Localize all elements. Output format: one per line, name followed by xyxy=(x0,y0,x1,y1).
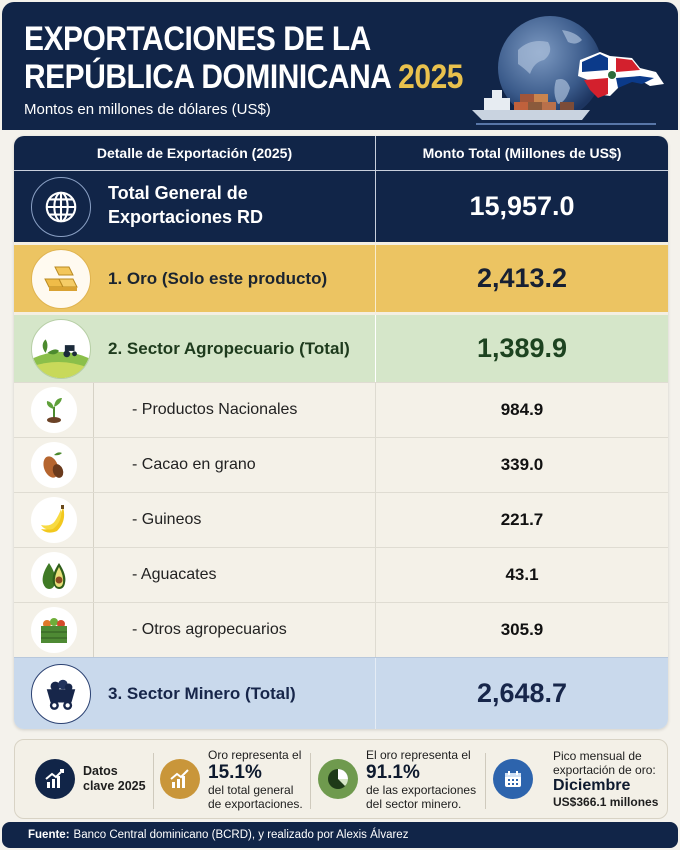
stat-pico-mensual: Pico mensual de exportación de oro: Dici… xyxy=(493,740,658,818)
stat-pico-mensual-month: Diciembre xyxy=(553,777,631,794)
table-row-otros-agropecuarios: - Otros agropecuarios 305.9 xyxy=(14,602,668,657)
title-line-2: REPÚBLICA DOMINICANA xyxy=(24,58,391,96)
table-row-total: Total General de Exportaciones RD 15,957… xyxy=(14,170,668,242)
table-row-agro: 2. Sector Agropecuario (Total) 1,389.9 xyxy=(14,312,668,382)
title-year: 2025 xyxy=(398,58,463,96)
source-footer: Fuente: Banco Central dominicano (BCRD),… xyxy=(2,822,678,848)
table-header-row: Detalle de Exportación (2025) Monto Tota… xyxy=(14,136,668,170)
globe-ship-flag-illustration xyxy=(472,16,664,125)
source-label: Fuente: xyxy=(28,829,70,841)
growth-chart-icon xyxy=(160,759,200,799)
stat-oro-total-value: 15.1% xyxy=(208,761,262,783)
productos-nacionales-value: 984.9 xyxy=(500,400,544,419)
stats-title: Datos clave 2025 xyxy=(35,740,146,818)
table-row-minero: 3. Sector Minero (Total) 2,648.7 xyxy=(14,657,668,729)
column-header-detail: Detalle de Exportación (2025) xyxy=(96,145,293,161)
oro-label: 1. Oro (Solo este producto) xyxy=(108,268,328,288)
avocado-icon xyxy=(30,552,77,598)
column-header-amount: Monto Total (Millones de US$) xyxy=(375,136,668,170)
calendar-icon xyxy=(493,759,533,799)
total-value: 15,957.0 xyxy=(469,191,575,221)
stat-oro-minero-value: 91.1% xyxy=(366,761,420,783)
cacao-value: 339.0 xyxy=(500,455,544,474)
banana-icon xyxy=(30,497,77,543)
table-row-aguacates: - Aguacates 43.1 xyxy=(14,547,668,602)
table-row-oro: 1. Oro (Solo este producto) 2,413.2 xyxy=(14,242,668,312)
stat-pico-mensual-amount: US$366.1 millones xyxy=(553,795,659,809)
table-row-cacao: - Cacao en grano 339.0 xyxy=(14,437,668,492)
guineos-value: 221.7 xyxy=(500,510,544,529)
guineos-label: - Guineos xyxy=(132,511,202,528)
mine-cart-icon xyxy=(31,663,91,724)
agro-value: 1,389.9 xyxy=(476,333,568,363)
aguacates-label: - Aguacates xyxy=(132,566,217,583)
productos-nacionales-label: - Productos Nacionales xyxy=(132,401,298,418)
key-stats-panel: Datos clave 2025 Oro representa el 15.1% … xyxy=(14,739,668,819)
dominican-flag-map-icon xyxy=(578,52,664,98)
bar-chart-icon xyxy=(35,759,75,799)
cacao-icon xyxy=(30,442,77,488)
exports-table: Detalle de Exportación (2025) Monto Tota… xyxy=(14,136,668,729)
minero-label: 3. Sector Minero (Total) xyxy=(108,683,296,703)
produce-crate-icon xyxy=(30,607,77,653)
otros-agropecuarios-label: - Otros agropecuarios xyxy=(132,621,287,638)
header-banner: EXPORTACIONES DE LA REPÚBLICA DOMINICANA… xyxy=(2,2,678,130)
cargo-ship-icon xyxy=(472,90,656,125)
otros-agropecuarios-value: 305.9 xyxy=(500,620,544,639)
source-text: Banco Central dominicano (BCRD), y reali… xyxy=(73,829,409,841)
pie-chart-icon xyxy=(318,759,358,799)
oro-value: 2,413.2 xyxy=(476,263,568,293)
aguacates-value: 43.1 xyxy=(505,565,539,584)
total-label: Total General de Exportaciones RD xyxy=(108,183,264,227)
page-subtitle: Montos en millones de dólares (US$) xyxy=(24,101,271,118)
globe-icon xyxy=(31,176,91,237)
page-title: EXPORTACIONES DE LA REPÚBLICA DOMINICANA… xyxy=(24,20,463,96)
stat-oro-total: Oro representa el 15.1% del total genera… xyxy=(160,740,303,818)
gold-bars-icon xyxy=(31,248,91,309)
table-row-productos-nacionales: - Productos Nacionales 984.9 xyxy=(14,382,668,437)
sprout-icon xyxy=(30,387,77,433)
agro-label: 2. Sector Agropecuario (Total) xyxy=(108,338,350,358)
minero-value: 2,648.7 xyxy=(476,678,568,708)
title-line-1: EXPORTACIONES DE LA xyxy=(24,20,371,58)
farm-tractor-icon xyxy=(31,318,91,379)
stat-oro-minero: El oro representa el 91.1% de las export… xyxy=(318,740,476,818)
cacao-label: - Cacao en grano xyxy=(132,456,256,473)
table-row-guineos: - Guineos 221.7 xyxy=(14,492,668,547)
